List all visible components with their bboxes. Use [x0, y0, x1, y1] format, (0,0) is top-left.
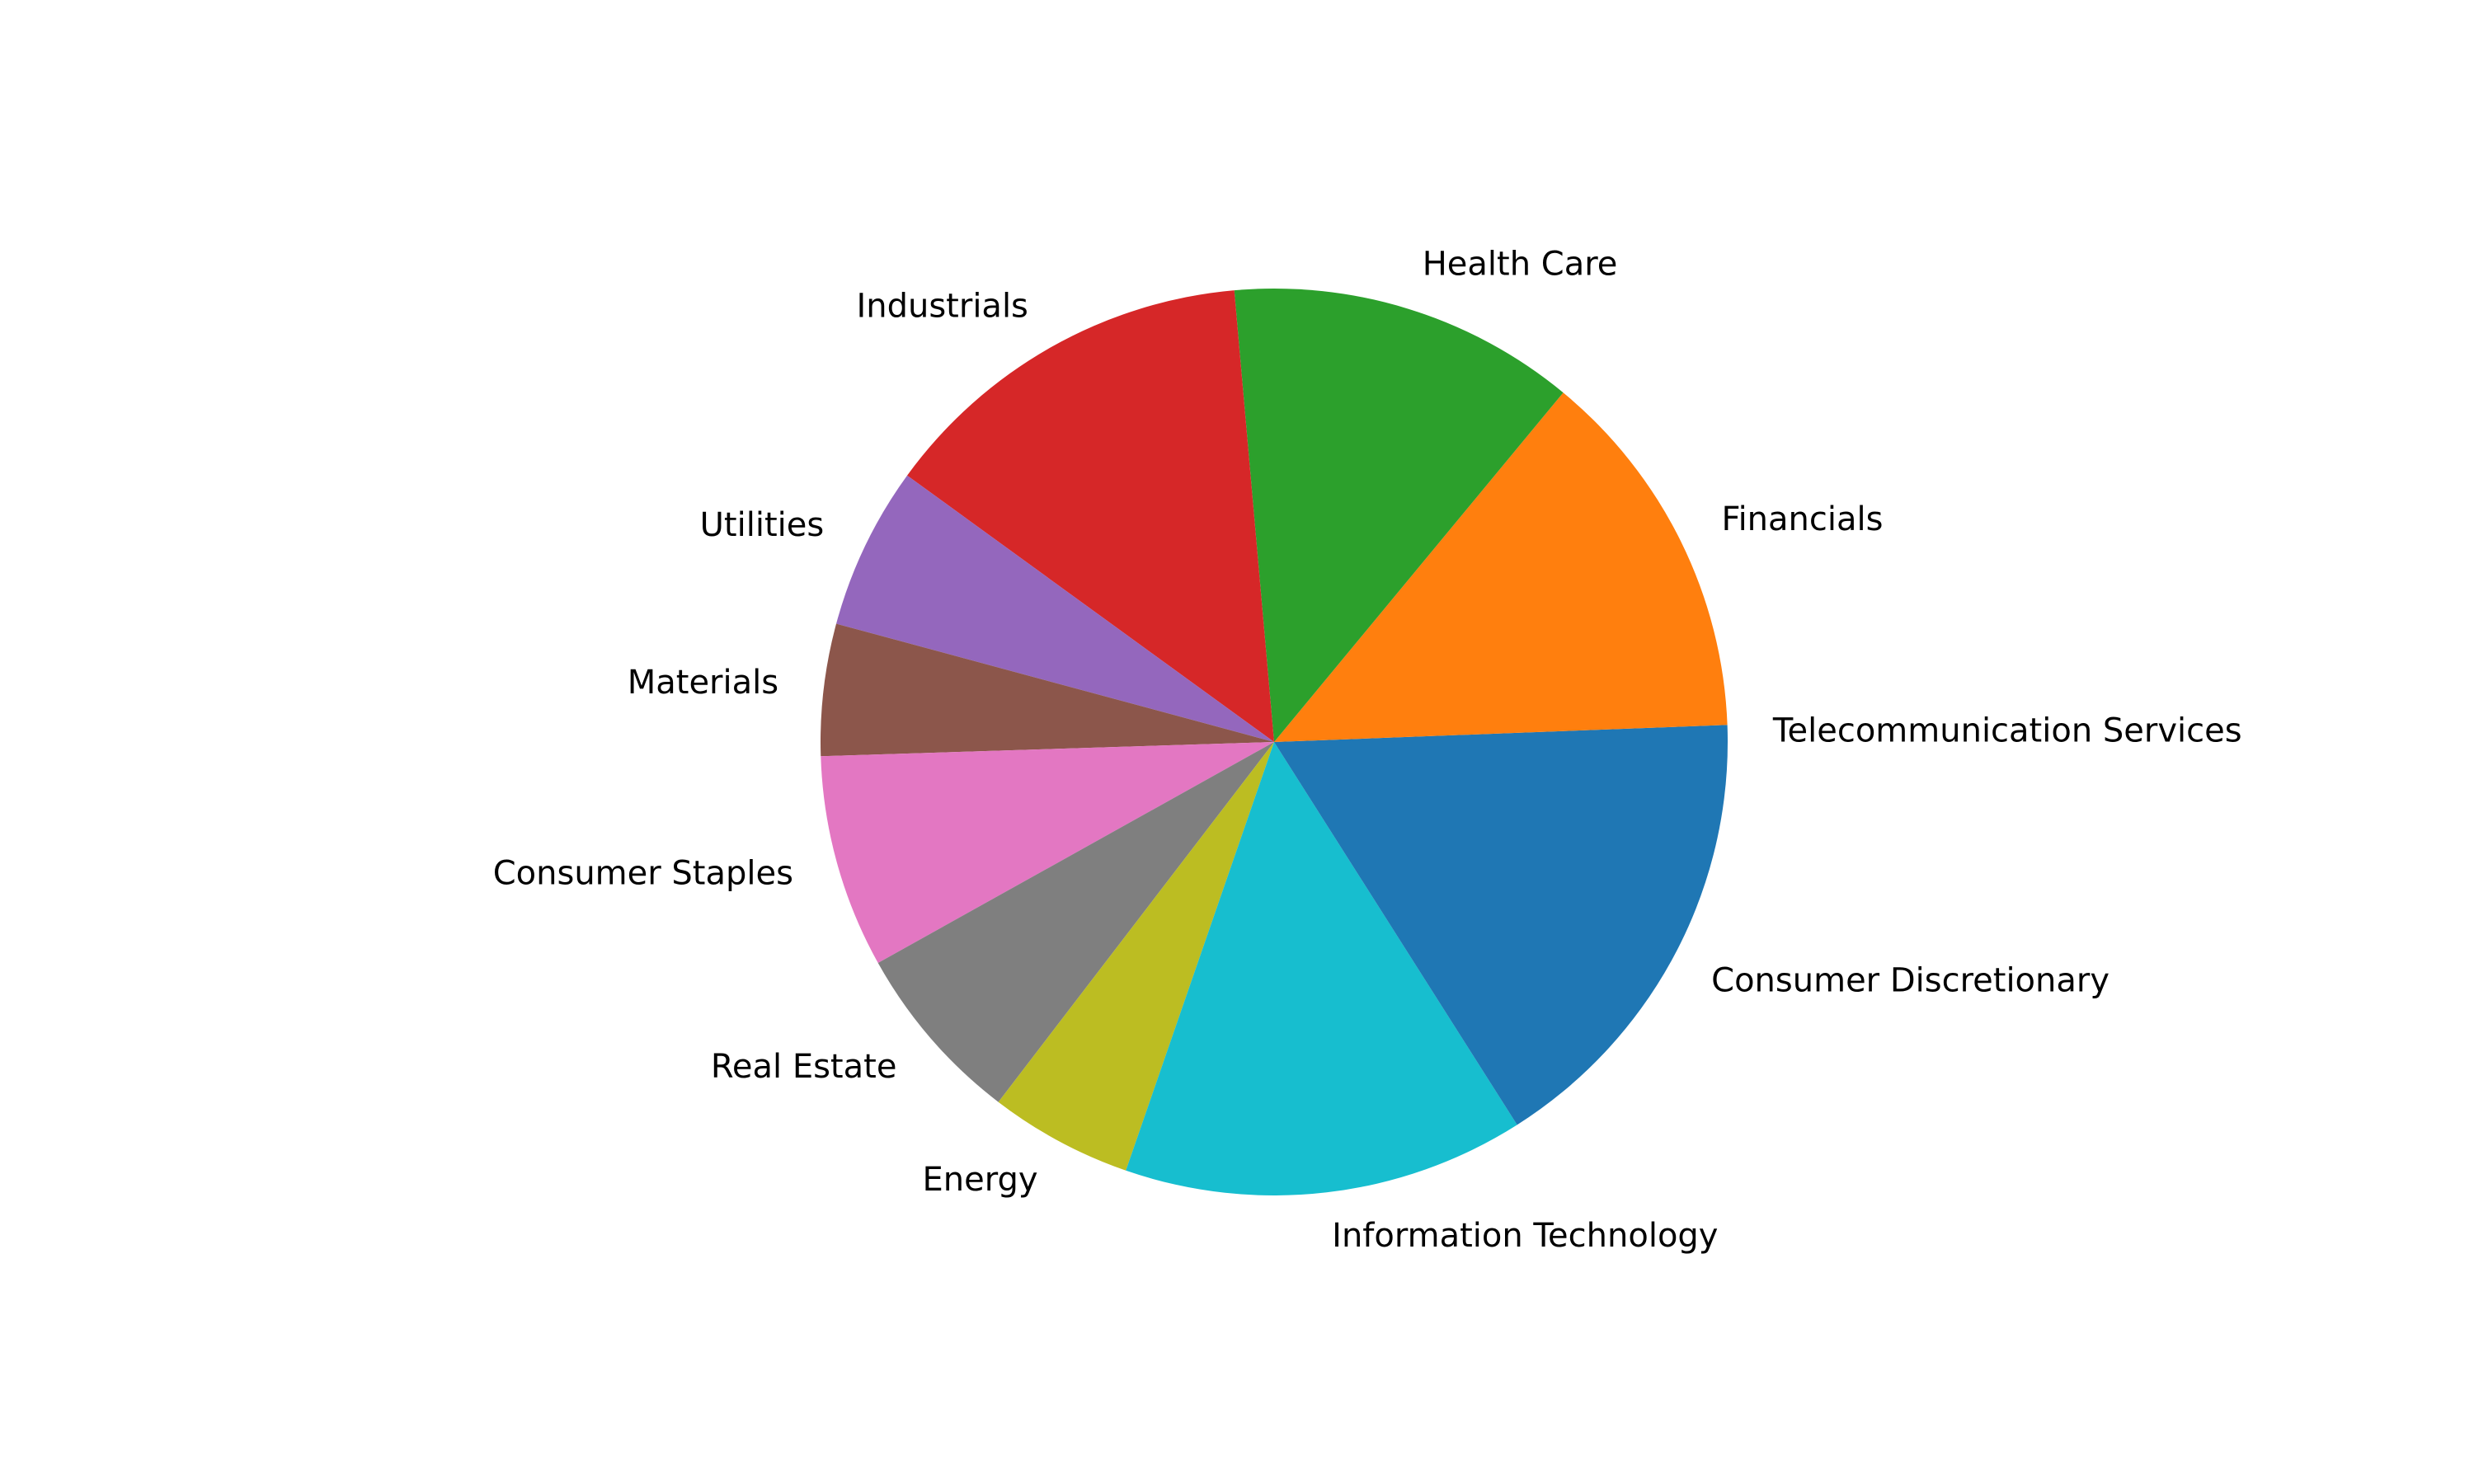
pie-label-health-care: Health Care [1423, 245, 1618, 283]
pie-slices [821, 289, 1728, 1195]
pie-label-financials: Financials [1721, 500, 1883, 538]
pie-label-energy: Energy [923, 1161, 1038, 1199]
pie-label-industrials: Industrials [856, 288, 1028, 326]
pie-label-consumer-discretionary: Consumer Discretionary [1711, 961, 2109, 999]
pie-label-utilities: Utilities [700, 506, 825, 544]
pie-label-materials: Materials [628, 664, 778, 702]
pie-label-telecommunication-services: Telecommunication Services [1772, 712, 2242, 750]
pie-label-real-estate: Real Estate [711, 1048, 897, 1086]
pie-label-information-technology: Information Technology [1332, 1217, 1718, 1255]
pie-label-consumer-staples: Consumer Staples [493, 854, 793, 892]
